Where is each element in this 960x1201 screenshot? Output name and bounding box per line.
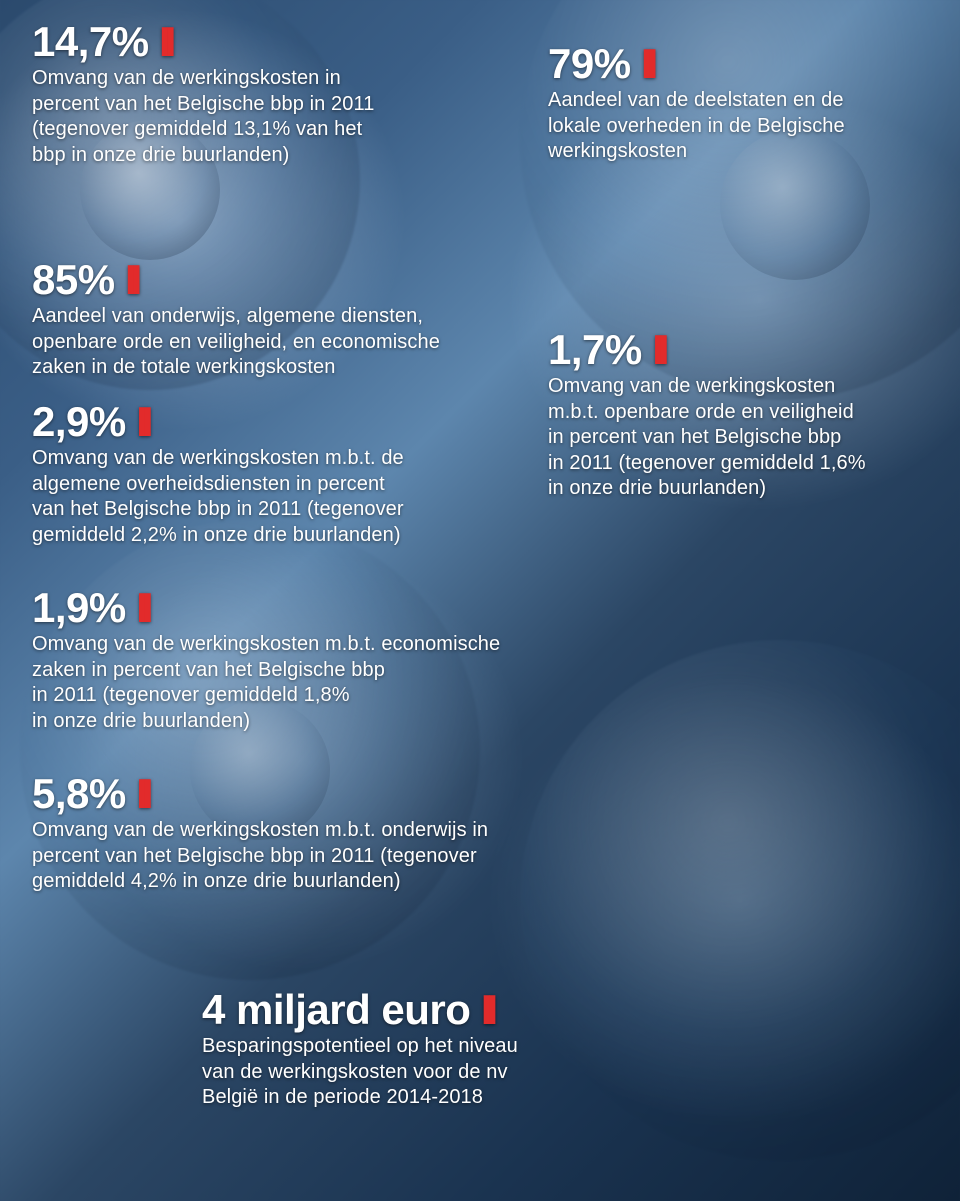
stat-85: 85% II Aandeel van onderwijs, algemene d… [32,258,512,381]
accent-marks-icon: II [136,398,147,445]
stat-14-7: 14,7% II Omvang van de werkingskosten in… [32,20,462,168]
stat-value: 2,9% [32,398,126,445]
stat-value: 14,7% [32,18,149,65]
stat-5-8: 5,8% II Omvang van de werkingskosten m.b… [32,772,592,895]
accent-marks-icon: II [641,40,652,87]
stat-1-7: 1,7% II Omvang van de werkingskostenm.b.… [548,328,948,502]
stat-desc: Omvang van de werkingskosten m.b.t. onde… [32,818,592,895]
stat-2-9: 2,9% II Omvang van de werkingskosten m.b… [32,400,512,548]
stat-value: 1,9% [32,584,126,631]
stat-desc: Aandeel van onderwijs, algemene diensten… [32,304,512,381]
stat-desc: Omvang van de werkingskosten inpercent v… [32,66,462,168]
stat-1-9: 1,9% II Omvang van de werkingskosten m.b… [32,586,592,734]
stat-value: 4 miljard euro [202,986,470,1033]
accent-marks-icon: II [136,770,147,817]
stat-desc: Aandeel van de deelstaten en delokale ov… [548,88,928,165]
accent-marks-icon: II [481,986,492,1033]
accent-marks-icon: II [159,18,170,65]
stat-value: 85% [32,256,115,303]
stat-value: 5,8% [32,770,126,817]
stat-4-miljard: 4 miljard euro II Besparingspotentieel o… [202,988,682,1111]
stat-value: 79% [548,40,631,87]
stat-desc: Omvang van de werkingskostenm.b.t. openb… [548,374,948,502]
accent-marks-icon: II [652,326,663,373]
stat-desc: Besparingspotentieel op het niveauvan de… [202,1034,682,1111]
stat-desc: Omvang van de werkingskosten m.b.t. deal… [32,446,512,548]
stat-desc: Omvang van de werkingskosten m.b.t. econ… [32,632,592,734]
stat-value: 1,7% [548,326,642,373]
accent-marks-icon: II [125,256,136,303]
accent-marks-icon: II [136,584,147,631]
stat-79: 79% II Aandeel van de deelstaten en delo… [548,42,928,165]
